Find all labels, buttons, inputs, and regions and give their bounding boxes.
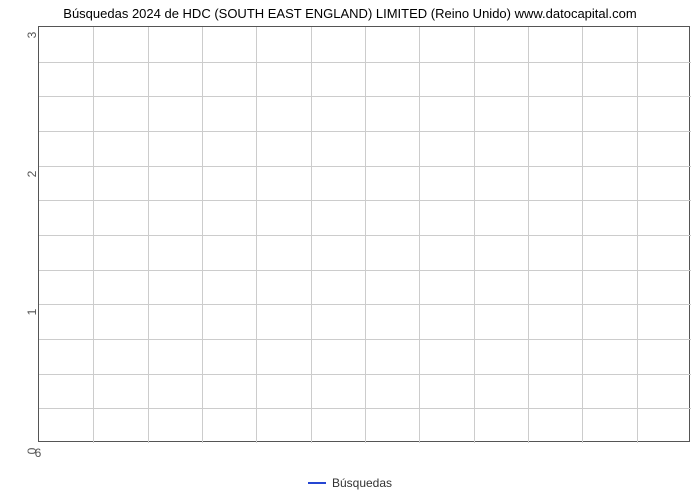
grid-line-horizontal — [39, 408, 691, 409]
grid-line-horizontal — [39, 131, 691, 132]
chart-title: Búsquedas 2024 de HDC (SOUTH EAST ENGLAN… — [0, 6, 700, 21]
grid-line-horizontal — [39, 374, 691, 375]
grid-line-horizontal — [39, 270, 691, 271]
grid-line-horizontal — [39, 339, 691, 340]
legend: Búsquedas — [0, 476, 700, 490]
grid-line-horizontal — [39, 200, 691, 201]
chart-container: Búsquedas 2024 de HDC (SOUTH EAST ENGLAN… — [0, 0, 700, 500]
legend-label: Búsquedas — [332, 476, 392, 490]
grid-line-horizontal — [39, 235, 691, 236]
plot-area — [38, 26, 690, 442]
grid-line-horizontal — [39, 96, 691, 97]
grid-line-horizontal — [39, 304, 691, 305]
y-tick-label: 2 — [25, 164, 39, 184]
x-tick-label: 6 — [35, 446, 42, 460]
grid-line-horizontal — [39, 62, 691, 63]
y-tick-label: 3 — [25, 25, 39, 45]
y-tick-label: 1 — [25, 302, 39, 322]
legend-line-swatch — [308, 482, 326, 484]
grid-line-horizontal — [39, 166, 691, 167]
